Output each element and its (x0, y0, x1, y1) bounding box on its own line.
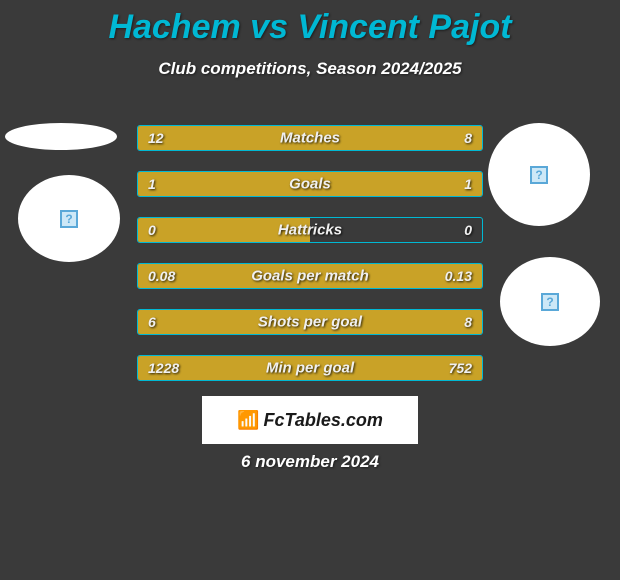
bar-label: Min per goal (266, 360, 354, 377)
bar-value-left: 1228 (148, 360, 179, 376)
comparison-row: 6 8 Shots per goal (137, 309, 483, 335)
comparison-row: 12 8 Matches (137, 125, 483, 151)
bar-value-right: 1 (464, 176, 472, 192)
bar-label: Hattricks (278, 222, 342, 239)
bar-fill-left (138, 172, 310, 196)
placeholder-icon: ? (60, 210, 78, 228)
comparison-row: 0 0 Hattricks (137, 217, 483, 243)
bar-value-right: 8 (464, 314, 472, 330)
bar-value-left: 0.08 (148, 268, 175, 284)
bar-label: Matches (280, 130, 340, 147)
bar-label: Goals per match (251, 268, 369, 285)
bar-value-right: 752 (449, 360, 472, 376)
player-right-badge-circle-2: ? (500, 257, 600, 346)
comparison-row: 0.08 0.13 Goals per match (137, 263, 483, 289)
comparison-row: 1228 752 Min per goal (137, 355, 483, 381)
player-right-badge-circle-1: ? (488, 123, 590, 226)
comparison-bars: 12 8 Matches 1 1 Goals 0 0 Hattricks 0.08 0.13 Goal… (137, 125, 483, 401)
page-subtitle: Club competitions, Season 2024/2025 (0, 59, 620, 79)
player-left-ellipse (5, 123, 117, 150)
bar-value-left: 1 (148, 176, 156, 192)
placeholder-icon: ? (530, 166, 548, 184)
bar-fill-right (310, 172, 482, 196)
bar-value-right: 0 (464, 222, 472, 238)
bar-label: Shots per goal (258, 314, 362, 331)
bar-value-right: 8 (464, 130, 472, 146)
site-logo-text: FcTables.com (264, 410, 383, 431)
placeholder-icon: ? (541, 293, 559, 311)
bar-value-left: 6 (148, 314, 156, 330)
bar-fill-right (344, 126, 482, 150)
site-logo: 📶 FcTables.com (202, 396, 418, 444)
bar-value-right: 0.13 (445, 268, 472, 284)
player-left-badge-circle: ? (18, 175, 120, 262)
site-logo-icon: 📶 (237, 410, 259, 431)
footer-date: 6 november 2024 (0, 452, 620, 472)
bar-value-left: 12 (148, 130, 164, 146)
bar-label: Goals (289, 176, 331, 193)
comparison-row: 1 1 Goals (137, 171, 483, 197)
page-title: Hachem vs Vincent Pajot (0, 0, 620, 47)
bar-value-left: 0 (148, 222, 156, 238)
